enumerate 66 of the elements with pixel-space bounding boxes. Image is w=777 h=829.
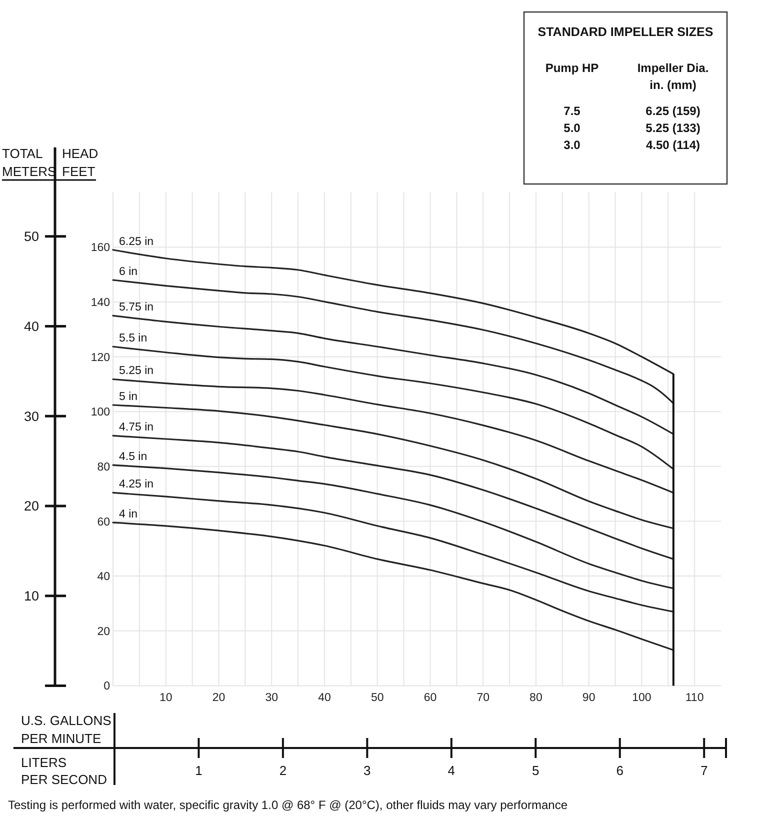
x-tick-label: 10 bbox=[159, 692, 172, 704]
line-series bbox=[112, 522, 674, 651]
text: Pump HP bbox=[545, 61, 599, 75]
y-tick-label: 60 bbox=[97, 516, 110, 528]
text: STANDARD IMPELLER SIZES bbox=[538, 25, 714, 39]
series-label: 5 in bbox=[119, 391, 138, 404]
text: 3.0 bbox=[564, 138, 581, 152]
x2-tick-label: 6 bbox=[616, 763, 624, 778]
y-tick-label: 140 bbox=[90, 296, 110, 309]
y2-tick-label: 50 bbox=[24, 229, 39, 244]
x-tick-label: 50 bbox=[370, 692, 384, 704]
x2-tick-label: 1 bbox=[195, 763, 202, 778]
series-label: 5.5 in bbox=[119, 332, 148, 345]
text: Testing is performed with water, specific gravity 1.0 @ 68° F @ (20°C), other fluids may vary performance bbox=[8, 798, 568, 812]
series-label: 4.5 in bbox=[119, 451, 148, 464]
text: 4.50 (114) bbox=[646, 138, 700, 152]
x2-tick-label: 4 bbox=[448, 763, 456, 778]
line-series bbox=[112, 434, 674, 560]
x-tick-label: 20 bbox=[212, 692, 226, 704]
y-tick-label: 40 bbox=[97, 571, 110, 584]
series-label: 6.25 in bbox=[119, 236, 154, 248]
x-tick-label: 30 bbox=[265, 692, 278, 704]
y-axis-title: HEAD FEET bbox=[62, 146, 98, 179]
line-series bbox=[112, 279, 674, 404]
line-series bbox=[112, 249, 674, 375]
text: 5.0 bbox=[564, 121, 581, 135]
y-tick-label: 20 bbox=[97, 626, 110, 638]
line-series bbox=[112, 464, 674, 590]
x2-tick-label: 5 bbox=[532, 763, 540, 778]
y2-tick-label: 40 bbox=[24, 318, 39, 334]
series-label: 4.75 in bbox=[119, 422, 154, 434]
text: 5.25 (133) bbox=[646, 121, 700, 135]
line-series bbox=[112, 314, 674, 435]
line-series bbox=[112, 346, 674, 470]
x-tick-label: 110 bbox=[685, 692, 704, 704]
y-tick-label: 0 bbox=[104, 680, 110, 693]
x2-axis-title: LITERS PER SECOND bbox=[21, 755, 107, 787]
series-label: 5.25 in bbox=[119, 365, 154, 378]
x-axis-title: U.S. GALLONS PER MINUTE bbox=[21, 713, 112, 746]
y-tick-label: 100 bbox=[90, 406, 110, 419]
x-tick-label: 80 bbox=[530, 692, 542, 704]
text: 7.5 bbox=[564, 104, 581, 118]
y-tick-label: 80 bbox=[97, 461, 110, 474]
series-label: 6 in bbox=[119, 266, 138, 278]
y2-tick-label: 10 bbox=[24, 588, 39, 604]
x-tick-label: 70 bbox=[476, 692, 490, 704]
line-series bbox=[112, 378, 674, 494]
text: Impeller Dia. in. (mm) bbox=[637, 61, 709, 92]
x2-tick-label: 2 bbox=[279, 763, 287, 778]
series-label: 5.75 in bbox=[119, 302, 154, 314]
x-tick-label: 60 bbox=[424, 692, 437, 704]
x-tick-label: 40 bbox=[318, 692, 331, 704]
x2-tick-label: 7 bbox=[700, 763, 708, 778]
line-series bbox=[112, 492, 674, 612]
x2-tick-label: 3 bbox=[364, 763, 371, 778]
line-series bbox=[112, 404, 674, 530]
text: 6.25 (159) bbox=[646, 104, 700, 118]
series-label: 4 in bbox=[119, 508, 138, 521]
y-tick-label: 160 bbox=[90, 242, 110, 254]
x-tick-label: 100 bbox=[632, 692, 652, 704]
y2-axis-title: TOTAL METERS bbox=[2, 146, 56, 179]
series-label: 4.25 in bbox=[119, 478, 154, 491]
y-tick-label: 120 bbox=[90, 352, 110, 364]
y2-tick-label: 20 bbox=[24, 498, 39, 514]
y2-tick-label: 30 bbox=[24, 408, 39, 424]
x-tick-label: 90 bbox=[582, 692, 596, 704]
